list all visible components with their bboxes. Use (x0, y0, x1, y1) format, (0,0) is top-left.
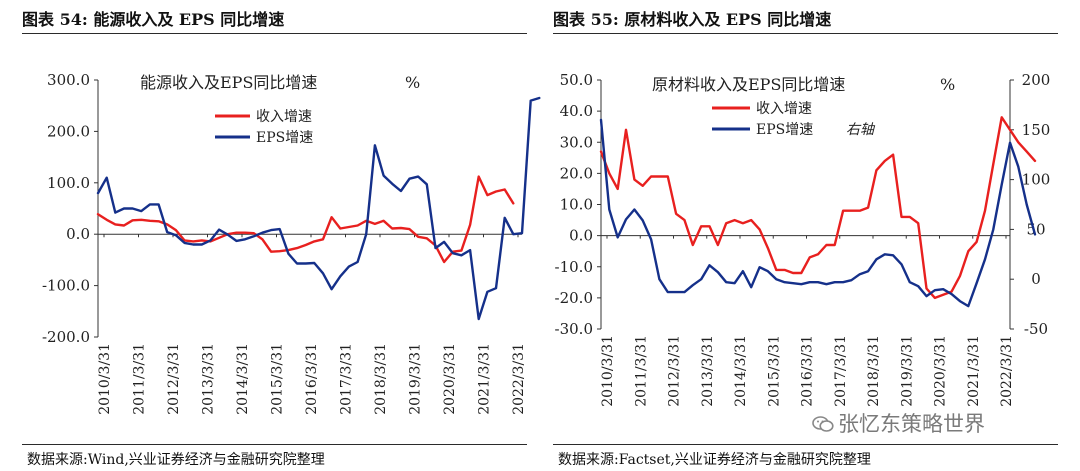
energy-x-tick-label: 2013/3/31 (201, 343, 217, 415)
materials-chart-title: 原材料收入及EPS同比增速 (652, 75, 845, 94)
energy-y-tick-label: 300.0 (47, 71, 90, 89)
energy-x-tick-label: 2016/3/31 (304, 343, 320, 415)
materials-y-tick-label: 10.0 (560, 196, 593, 214)
energy-y-tick-label: -100.0 (42, 277, 90, 295)
materials-chart-unit: % (940, 75, 955, 94)
materials-x-tick-label: 2020/3/31 (933, 335, 949, 407)
energy-series-eps-line (96, 96, 541, 321)
energy-x-tick-label: 2014/3/31 (235, 343, 251, 415)
energy-x-tick-label: 2012/3/31 (166, 343, 182, 415)
materials-legend-right-axis-note: 右轴 (846, 122, 876, 138)
figure-54-source: 数据来源:Wind,兴业证券经济与金融研究院整理 (27, 452, 325, 468)
materials-x-tick-label: 2019/3/31 (899, 335, 915, 407)
energy-x-tick-label: 2015/3/31 (270, 343, 286, 415)
materials-series-revenue-line (599, 116, 1037, 300)
materials-chart: 原材料收入及EPS同比增速 % 收入增速 EPS增速 右轴 50.0 40.0 30… (555, 71, 1051, 407)
energy-x-tick-label: 2022/3/31 (511, 343, 527, 415)
materials-x-tick-label: 2016/3/31 (800, 335, 816, 407)
figure-54-bottom-rule (22, 444, 527, 445)
energy-x-tick-label: 2018/3/31 (373, 343, 389, 415)
figure-54-title: 图表 54: 能源收入及 EPS 同比增速 (22, 6, 284, 30)
energy-chart-title: 能源收入及EPS同比增速 (140, 73, 317, 92)
materials-y-tick-label: 40.0 (560, 102, 593, 120)
energy-x-tick-label: 2011/3/31 (132, 343, 148, 415)
materials-y-tick-label: 30.0 (560, 133, 593, 151)
materials-y-right-tick-label: 200 (1022, 71, 1051, 89)
energy-x-tick-label: 2021/3/31 (477, 343, 493, 415)
figure-54-label: 图表 54: (22, 10, 88, 29)
energy-x-tick-label: 2019/3/31 (408, 343, 424, 415)
energy-series-revenue-line (96, 175, 515, 264)
energy-legend-revenue-label: 收入增速 (256, 109, 312, 125)
wechat-icon (812, 416, 834, 432)
materials-x-tick-label: 2011/3/31 (633, 335, 649, 407)
energy-x-tick-label: 2017/3/31 (339, 343, 355, 415)
figure-55-caption: 原材料收入及 EPS 同比增速 (624, 10, 832, 29)
materials-y-tick-label: 50.0 (560, 71, 593, 89)
watermark-text: 张忆东策略世界 (838, 412, 985, 436)
figure-55-top-rule (553, 33, 1058, 34)
energy-y-tick-label: -200.0 (42, 328, 90, 346)
materials-x-tick-label: 2014/3/31 (733, 335, 749, 407)
materials-y-tick-label: -10.0 (555, 258, 593, 276)
materials-y-tick-label: 0.0 (569, 227, 593, 245)
energy-x-tick-label: 2010/3/31 (97, 343, 113, 415)
materials-x-tick-label: 2013/3/31 (700, 335, 716, 407)
energy-chart-unit: % (405, 73, 420, 92)
energy-y-tick-label: 200.0 (47, 122, 90, 140)
materials-y-right-tick-label: 50 (1026, 220, 1045, 238)
energy-y-tick-label: 0.0 (66, 225, 90, 243)
materials-y-tick-label: -30.0 (555, 320, 593, 338)
figure-55-title: 图表 55: 原材料收入及 EPS 同比增速 (553, 6, 831, 30)
energy-x-tick-label: 2020/3/31 (442, 343, 458, 415)
materials-x-tick-label: 2010/3/31 (600, 335, 616, 407)
materials-x-tick-label: 2022/3/31 (999, 335, 1015, 407)
materials-y-right-tick-label: 0 (1031, 270, 1041, 288)
materials-x-tick-label: 2021/3/31 (966, 335, 982, 407)
materials-y-right-tick-label: -50 (1024, 320, 1048, 338)
figure-55-label: 图表 55: (553, 10, 619, 29)
figure-54-caption: 能源收入及 EPS 同比增速 (93, 10, 285, 29)
figure-54-top-rule (22, 33, 527, 34)
materials-y-tick-label: -20.0 (555, 289, 593, 307)
watermark: 张忆东策略世界 (812, 408, 985, 438)
materials-x-tick-label: 2015/3/31 (766, 335, 782, 407)
energy-chart: 能源收入及EPS同比增速 % 收入增速 EPS增速 300.0 200.0 100.… (42, 71, 541, 415)
energy-legend-eps-label: EPS增速 (256, 130, 313, 146)
materials-y-right-tick-label: 100 (1022, 171, 1051, 189)
figure-55-source: 数据来源:Factset,兴业证券经济与金融研究院整理 (558, 452, 871, 468)
materials-y-tick-label: 20.0 (560, 164, 593, 182)
materials-x-tick-label: 2012/3/31 (667, 335, 683, 407)
materials-x-tick-label: 2017/3/31 (833, 335, 849, 407)
materials-y-right-tick-label: 150 (1022, 121, 1051, 139)
materials-legend-revenue-label: 收入增速 (756, 101, 812, 117)
materials-x-tick-label: 2018/3/31 (866, 335, 882, 407)
materials-series-eps-line (599, 118, 1037, 308)
energy-y-tick-label: 100.0 (47, 174, 90, 192)
materials-legend-eps-label: EPS增速 (756, 122, 813, 138)
figure-55-bottom-rule (553, 444, 1058, 445)
